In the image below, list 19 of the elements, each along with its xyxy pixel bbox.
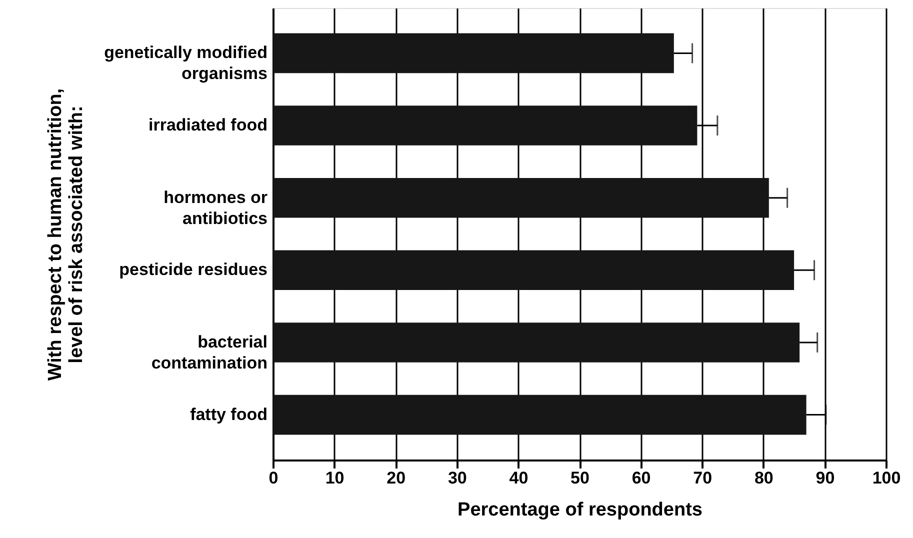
x-tick-label: 50: [570, 468, 590, 488]
y-tick-label: bacterial contamination: [151, 332, 268, 372]
x-tick-label: 0: [268, 468, 278, 488]
x-axis-title: Percentage of respondents: [458, 500, 702, 520]
x-tick-label: 40: [509, 468, 528, 488]
y-axis-title: With respect to human nutrition, level of risk associated with:: [45, 88, 88, 381]
x-tick-label: 70: [693, 468, 712, 488]
y-tick-label: irradiated food: [148, 116, 268, 135]
y-tick-label: genetically modified organisms: [104, 43, 268, 84]
x-tick-label: 100: [872, 468, 901, 488]
x-tick-label: 10: [325, 468, 344, 488]
y-tick-label: fatty food: [190, 404, 268, 424]
x-tick-label: 20: [386, 468, 406, 488]
y-tick-label: hormones or antibiotics: [164, 188, 268, 228]
x-tick-label: 90: [816, 468, 835, 488]
x-tick-label: 80: [754, 468, 774, 488]
x-tick-label: 60: [632, 468, 651, 488]
y-tick-label: pesticide residues: [119, 260, 268, 280]
x-tick-label: 30: [448, 468, 467, 488]
